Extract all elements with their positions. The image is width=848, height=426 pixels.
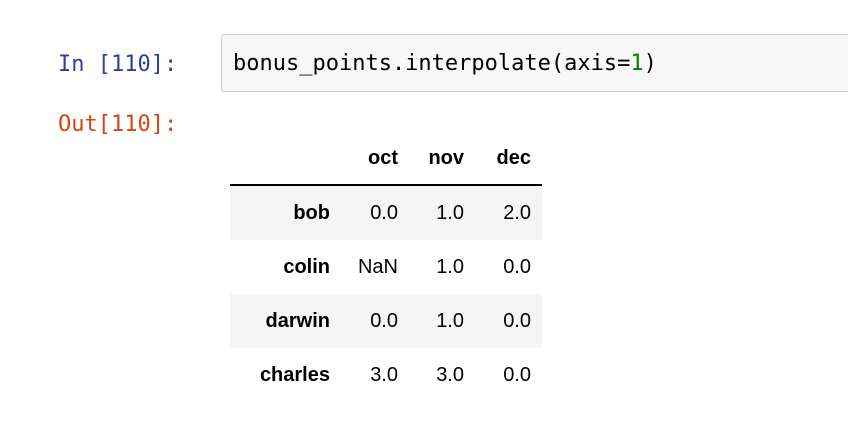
code-cell-editor[interactable]: bonus_points.interpolate(axis=1) xyxy=(221,34,848,92)
row-index-label: darwin xyxy=(265,309,330,332)
table-cell: 1.0 xyxy=(436,309,464,332)
table-cell: 1.0 xyxy=(436,255,464,278)
code-number: 1 xyxy=(630,51,644,76)
table-cell: 3.0 xyxy=(370,363,398,386)
table-cell: NaN xyxy=(357,255,398,278)
table-header-row: oct nov dec xyxy=(230,132,542,186)
table-row: darwin 0.0 1.0 0.0 xyxy=(230,294,542,348)
table-cell: 0.0 xyxy=(503,255,531,278)
table-row: colin NaN 1.0 0.0 xyxy=(230,240,542,294)
table-row: charles 3.0 3.0 0.0 xyxy=(230,348,542,402)
table-row: bob 0.0 1.0 2.0 xyxy=(230,185,542,240)
index-corner-header xyxy=(230,132,342,186)
table-cell: 2.0 xyxy=(503,201,531,224)
code-prefix: bonus_points.interpolate(axis= xyxy=(233,51,631,76)
row-index-label: colin xyxy=(283,255,330,278)
column-header: dec xyxy=(464,132,542,186)
table-cell: 1.0 xyxy=(436,201,464,224)
column-header: oct xyxy=(342,132,398,186)
row-index-label: bob xyxy=(293,201,330,224)
table-cell: 0.0 xyxy=(503,363,531,386)
row-index-label: charles xyxy=(259,363,330,386)
table-cell: 0.0 xyxy=(503,309,531,332)
table-cell: 0.0 xyxy=(370,309,398,332)
table-cell: 0.0 xyxy=(370,201,398,224)
code-text[interactable]: bonus_points.interpolate(axis=1) xyxy=(233,49,657,79)
table-cell: 3.0 xyxy=(436,363,464,386)
dataframe-table: oct nov dec bob 0.0 1.0 2.0 colin NaN 1.… xyxy=(230,132,542,402)
output-prompt: Out[110]: xyxy=(58,112,178,137)
code-suffix: ) xyxy=(643,51,657,76)
input-prompt: In [110]: xyxy=(58,52,178,77)
column-header: nov xyxy=(398,132,464,186)
